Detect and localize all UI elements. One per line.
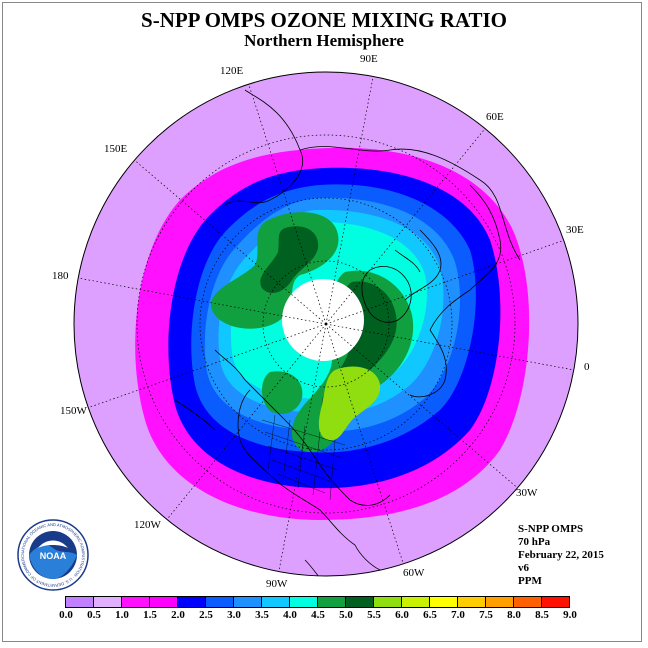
lon-label-150w: 150W: [60, 405, 88, 417]
colorbar-tick-label: 5.5: [367, 609, 381, 621]
colorbar-tick-label: 3.0: [227, 609, 241, 621]
info-satellite: S-NPP OMPS: [518, 523, 584, 535]
colorbar-swatch: [121, 596, 150, 608]
colorbar-tick-label: 1.5: [143, 609, 157, 621]
lon-label-0: 0: [584, 361, 590, 373]
greenland-outline: [361, 266, 412, 323]
colorbar-swatch: [485, 596, 514, 608]
lon-label-60e: 60E: [486, 111, 504, 123]
colorbar-swatch: [289, 596, 318, 608]
info-block: S-NPP OMPS 70 hPa February 22, 2015 v6 P…: [518, 523, 604, 588]
coastlines: [174, 89, 521, 576]
info-units: PPM: [518, 575, 542, 587]
colorbar: [65, 596, 570, 608]
colorbar-tick-label: 2.0: [171, 609, 185, 621]
map-subtitle: Northern Hemisphere: [244, 31, 404, 50]
colorbar-tick-label: 8.5: [535, 609, 549, 621]
colorbar-swatch: [457, 596, 486, 608]
colorbar-tick-label: 7.0: [451, 609, 465, 621]
colorbar-tick-label: 9.0: [563, 609, 577, 621]
polar-cap: [282, 279, 364, 361]
colorbar-tick-label: 0.0: [59, 609, 73, 621]
colorbar-swatch: [513, 596, 542, 608]
lon-label-60w: 60W: [403, 567, 425, 579]
colorbar-tick-label: 4.5: [311, 609, 325, 621]
colorbar-swatch: [373, 596, 402, 608]
patch-darkgreen-northwest: [260, 226, 319, 294]
latitude-circles: [136, 134, 516, 514]
info-version: v6: [518, 562, 529, 574]
logo-gull: [38, 540, 68, 548]
patch-green-southwest: [261, 371, 303, 415]
colorbar-tick-label: 2.5: [199, 609, 213, 621]
lon-label-120w: 120W: [134, 519, 162, 531]
lon-label-90w: 90W: [266, 578, 288, 590]
logo-text: NOAA: [40, 551, 67, 561]
colorbar-swatch: [233, 596, 262, 608]
patch-yellowgreen-america: [318, 366, 381, 441]
colorbar-tick-label: 8.0: [507, 609, 521, 621]
info-date: February 22, 2015: [518, 549, 604, 561]
colorbar-swatch: [317, 596, 346, 608]
lon-label-180: 180: [52, 270, 69, 282]
colorbar-swatch: [205, 596, 234, 608]
logo-wave: [29, 545, 77, 579]
map-title: S-NPP OMPS OZONE MIXING RATIO: [141, 8, 507, 32]
noaa-logo: NOAA NATIONAL OCEANIC AND ATMOSPHERIC AD…: [16, 518, 89, 591]
lon-label-90e: 90E: [360, 53, 378, 65]
colorbar-swatch: [149, 596, 178, 608]
colorbar-swatch: [401, 596, 430, 608]
colorbar-swatch: [345, 596, 374, 608]
colorbar-tick-label: 0.5: [87, 609, 101, 621]
colorbar-tick-label: 6.0: [395, 609, 409, 621]
colorbar-swatch: [93, 596, 122, 608]
colorbar-swatch: [261, 596, 290, 608]
lon-label-30w: 30W: [516, 487, 538, 499]
colorbar-tick-label: 3.5: [255, 609, 269, 621]
colorbar-swatch: [65, 596, 94, 608]
colorbar-swatch: [541, 596, 570, 608]
lon-label-120e: 120E: [220, 65, 244, 77]
colorbar-tick-label: 6.5: [423, 609, 437, 621]
disk-border: [73, 71, 579, 577]
colorbar-tick-label: 4.0: [283, 609, 297, 621]
colorbar-tick-label: 7.5: [479, 609, 493, 621]
info-pressure: 70 hPa: [518, 536, 551, 548]
lon-label-150e: 150E: [104, 143, 128, 155]
figure-frame: [2, 2, 642, 642]
colorbar-tick-label: 1.0: [115, 609, 129, 621]
lon-label-30e: 30E: [566, 224, 584, 236]
colorbar-swatch: [177, 596, 206, 608]
state-borders: [261, 414, 346, 501]
colorbar-tick-label: 5.0: [339, 609, 353, 621]
colorbar-swatch: [429, 596, 458, 608]
